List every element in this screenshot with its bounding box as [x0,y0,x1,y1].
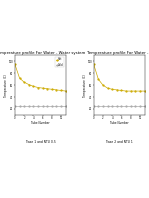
Y-axis label: Temperature (C): Temperature (C) [83,74,87,97]
Cold [42,105,44,107]
Hot [28,83,30,86]
Cold [97,105,99,107]
X-axis label: Tube Number: Tube Number [31,121,50,125]
Hot [144,90,145,92]
Cold [23,105,25,107]
Hot [116,89,118,91]
Text: Tcase 1 and NTU 0.5: Tcase 1 and NTU 0.5 [25,140,56,144]
Hot [23,81,25,83]
Hot [97,78,99,80]
Hot [111,88,113,90]
Hot [32,85,34,88]
Cold [139,105,141,107]
Cold [111,105,113,107]
Title: Temperature profile For Water - 1: Temperature profile For Water - 1 [87,51,149,55]
Cold [65,105,67,107]
Cold [46,105,48,107]
Cold [107,105,108,107]
Hot [60,89,62,92]
Legend: Hot, Cold: Hot, Cold [55,57,65,68]
Hot [93,63,95,66]
Hot [14,63,16,66]
Hot [107,87,108,89]
Hot [139,90,141,92]
Cold [116,105,118,107]
Cold [130,105,132,107]
Cold [93,105,95,107]
X-axis label: Tube Number: Tube Number [110,121,128,125]
Hot [125,90,127,92]
Hot [51,88,53,90]
Line: Hot: Hot [93,64,145,91]
Hot [56,89,57,91]
Cold [102,105,104,107]
Cold [121,105,122,107]
Hot [65,90,67,92]
Cold [19,105,20,107]
Hot [42,87,44,89]
Cold [56,105,57,107]
Cold [37,105,39,107]
Cold [134,105,136,107]
Hot [19,77,20,79]
Cold [14,105,16,107]
Line: Hot: Hot [14,64,66,91]
Cold [125,105,127,107]
Cold [51,105,53,107]
Hot [46,88,48,90]
Cold [28,105,30,107]
Title: Temperature profile For Water - Water system: Temperature profile For Water - Water sy… [0,51,85,55]
Hot [37,86,39,89]
Cold [144,105,145,107]
Cold [60,105,62,107]
Hot [121,89,122,92]
Hot [134,90,136,92]
Y-axis label: Temperature (C): Temperature (C) [4,74,8,97]
Cold [32,105,34,107]
Hot [102,84,104,86]
Hot [130,90,132,92]
Text: Tcase 2 and NTU 1: Tcase 2 and NTU 1 [105,140,133,144]
